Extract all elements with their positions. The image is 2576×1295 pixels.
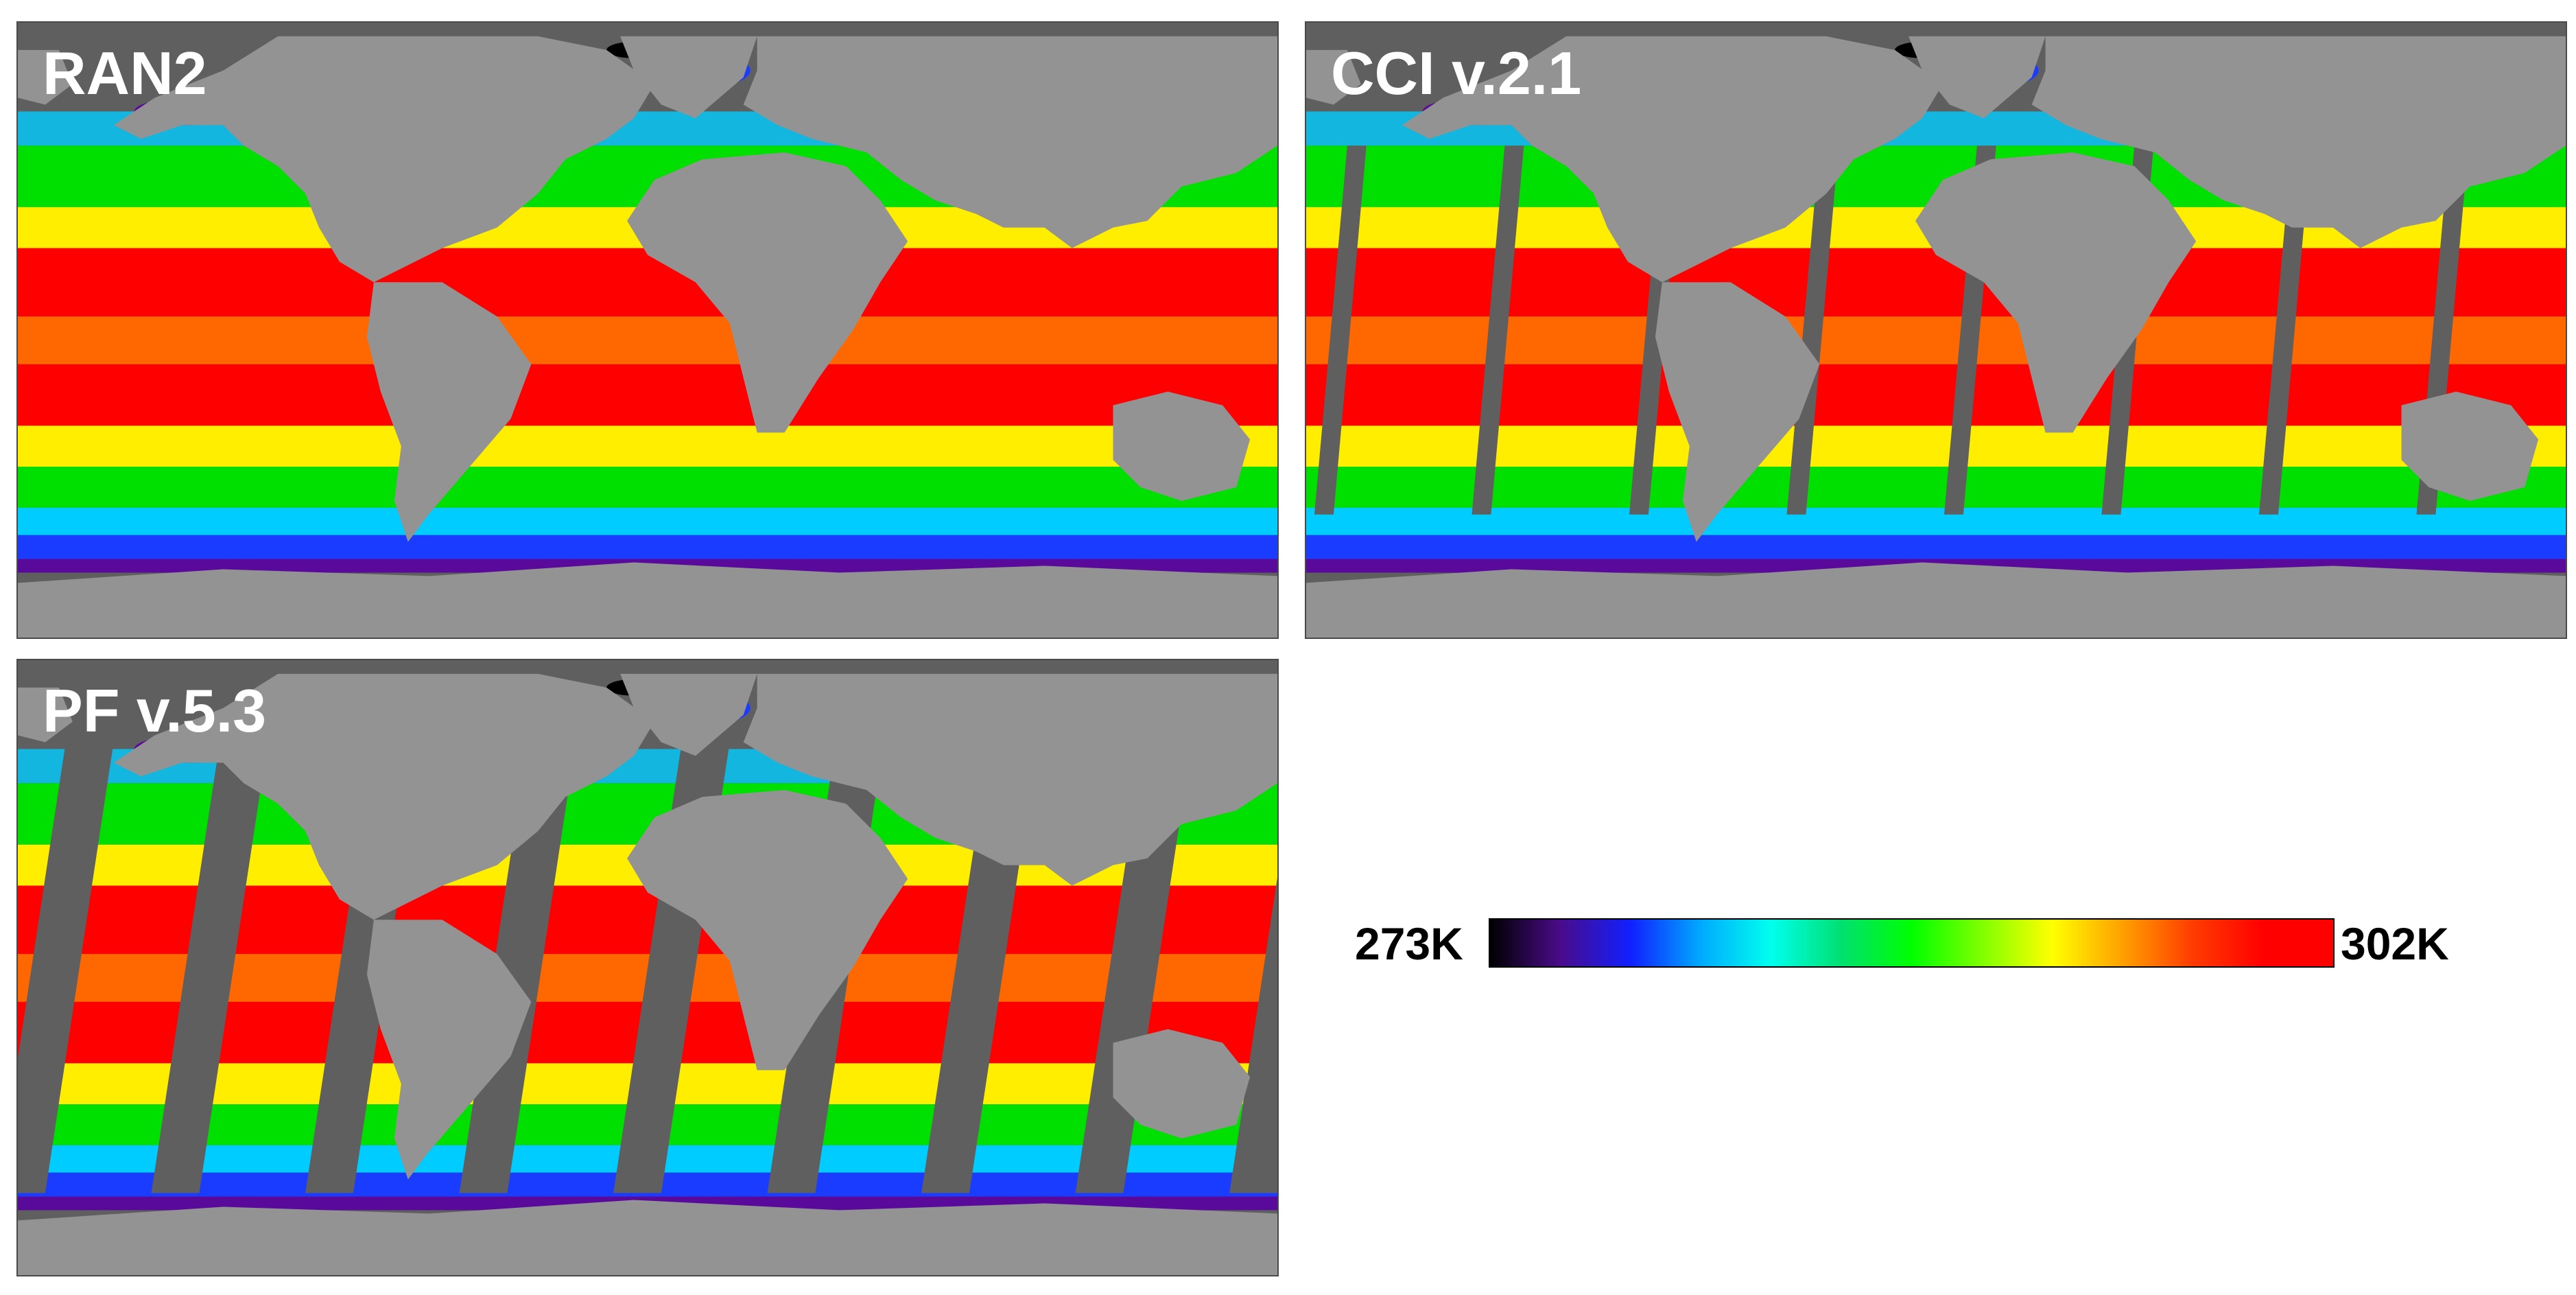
panel-label: RAN2	[43, 39, 207, 107]
land-layer	[18, 673, 1277, 1275]
colorbar-min-label: 273K	[1355, 918, 1463, 969]
colorbar	[1489, 918, 2335, 968]
map-pf	[18, 673, 1277, 1275]
map-ran2	[18, 36, 1277, 638]
map-cci	[1306, 36, 2566, 638]
colorbar-max-label: 302K	[2341, 918, 2449, 969]
land-layer	[1306, 36, 2566, 638]
panel-label: CCI v.2.1	[1331, 39, 1582, 107]
map-panel-pf: PF v.5.3	[16, 659, 1279, 1276]
map-panel-ran2: RAN2	[16, 21, 1279, 639]
panel-label: PF v.5.3	[43, 677, 267, 745]
land-layer	[18, 36, 1277, 638]
map-panel-cci: CCI v.2.1	[1305, 21, 2567, 639]
